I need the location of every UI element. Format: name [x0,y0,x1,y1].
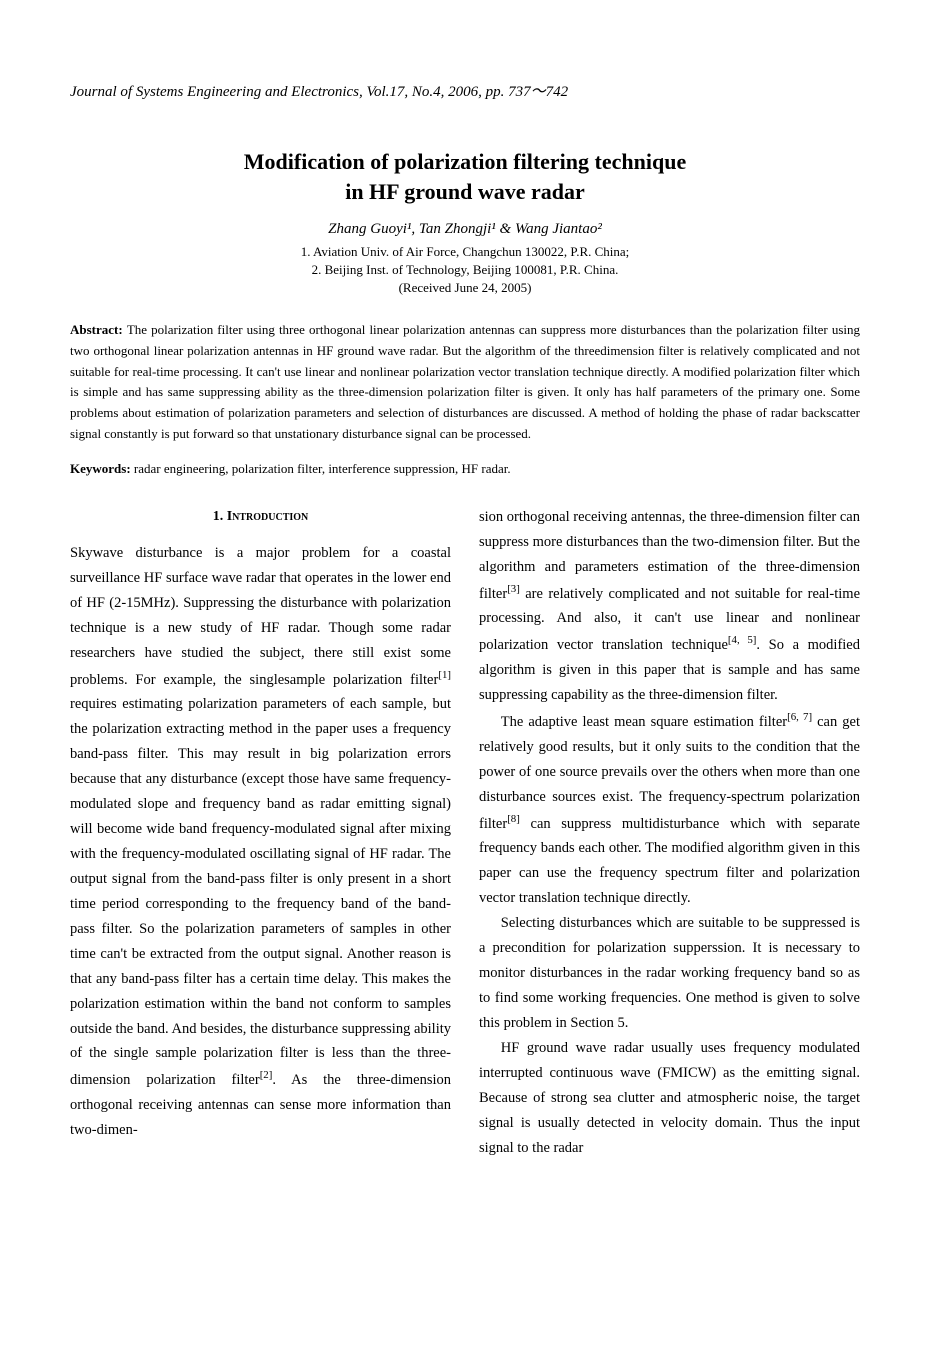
col2-para-2: The adaptive least mean square estimatio… [479,708,860,911]
paper-title-line2: in HF ground wave radar [70,179,860,205]
affiliation-2: 2. Beijing Inst. of Technology, Beijing … [70,262,860,278]
col2-para-4: HF ground wave radar usually uses freque… [479,1036,860,1161]
abstract-label: Abstract: [70,322,127,337]
col2-para-1: sion orthogonal receiving antennas, the … [479,505,860,708]
left-column: 1. Introduction Skywave disturbance is a… [70,505,451,1161]
keywords-block: Keywords: radar engineering, polarizatio… [70,461,860,477]
paper-title-line1: Modification of polarization filtering t… [70,149,860,175]
authors: Zhang Guoyi¹, Tan Zhongji¹ & Wang Jianta… [70,221,860,238]
abstract-text: The polarization filter using three orth… [70,322,860,441]
keywords-text: radar engineering, polarization filter, … [134,461,511,476]
received-date: (Received June 24, 2005) [70,280,860,296]
abstract-block: Abstract: The polarization filter using … [70,320,860,445]
col2-para-3: Selecting disturbances which are suitabl… [479,911,860,1036]
journal-header: Journal of Systems Engineering and Elect… [70,80,860,101]
keywords-label: Keywords: [70,461,134,476]
two-column-body: 1. Introduction Skywave disturbance is a… [70,505,860,1161]
affiliation-1: 1. Aviation Univ. of Air Force, Changchu… [70,244,860,260]
right-column: sion orthogonal receiving antennas, the … [479,505,860,1161]
section-1-heading: 1. Introduction [70,505,451,529]
col1-para-1: Skywave disturbance is a major problem f… [70,541,451,1143]
